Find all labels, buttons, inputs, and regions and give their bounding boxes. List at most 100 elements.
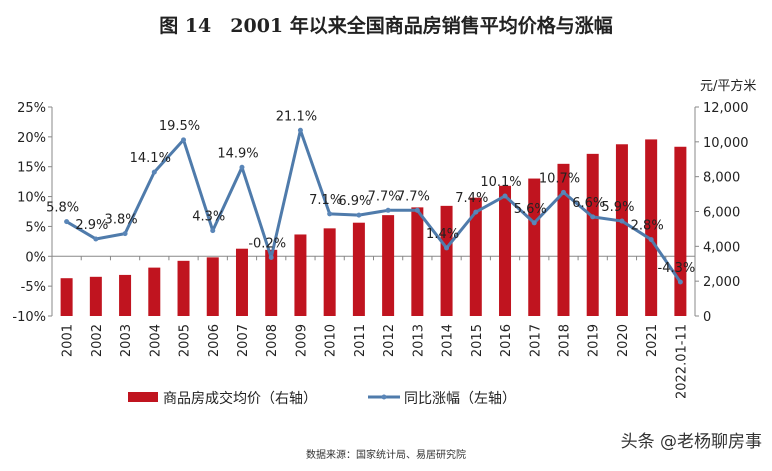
data-label: 5.8% xyxy=(46,201,79,216)
bar xyxy=(528,178,541,316)
legend-line-label: 同比涨幅（左轴） xyxy=(404,391,516,407)
right-tick-label: 6,000 xyxy=(703,206,740,221)
x-tick-label: 2003 xyxy=(119,324,134,357)
left-tick-label: 20% xyxy=(17,131,46,146)
bar xyxy=(645,139,658,316)
left-tick-label: -10% xyxy=(12,310,46,325)
bar xyxy=(499,185,512,316)
line-marker xyxy=(648,237,654,243)
line-marker xyxy=(531,220,537,226)
line-marker xyxy=(239,164,245,170)
data-label: 10.1% xyxy=(480,175,521,190)
line-marker xyxy=(590,214,596,220)
left-tick-label: 5% xyxy=(25,220,46,235)
bar xyxy=(265,249,278,316)
data-label: 5.9% xyxy=(601,200,634,215)
x-tick-label: 2001 xyxy=(61,324,76,357)
right-tick-label: 0 xyxy=(703,310,711,325)
chart-title: 图 14 2001 年以来全国商品房销售平均价格与涨幅 xyxy=(159,14,613,37)
x-tick-label: 2010 xyxy=(324,324,339,357)
x-tick-label: 2016 xyxy=(499,324,514,357)
data-label: 14.1% xyxy=(130,151,171,166)
line-marker xyxy=(268,254,274,260)
line-marker xyxy=(356,212,362,218)
left-tick-label: 15% xyxy=(17,161,46,176)
right-tick-label: 10,000 xyxy=(703,136,749,151)
x-tick-label: 2009 xyxy=(294,324,309,357)
line-marker xyxy=(327,211,333,217)
data-label: 14.9% xyxy=(217,146,258,161)
x-tick-label: 2002 xyxy=(90,324,105,357)
data-label: 6.6% xyxy=(572,196,605,211)
line-marker xyxy=(677,279,683,285)
line-marker xyxy=(385,207,391,213)
x-tick-label: 2006 xyxy=(207,324,222,357)
data-label: 2.8% xyxy=(631,219,664,234)
line-marker xyxy=(414,207,420,213)
bar xyxy=(119,274,132,316)
data-label: -0.2% xyxy=(248,236,286,251)
x-tick-label: 2018 xyxy=(557,324,572,357)
x-tick-label: 2007 xyxy=(236,324,251,357)
bar xyxy=(615,144,628,316)
x-tick-label: 2011 xyxy=(353,324,368,357)
x-tick-label: 2008 xyxy=(265,324,280,357)
data-label: 19.5% xyxy=(159,119,200,134)
data-label: 7.7% xyxy=(397,189,430,204)
bar xyxy=(411,207,424,316)
x-tick-label: 2012 xyxy=(382,324,397,357)
x-tick-label: 2022.01-11 xyxy=(674,324,689,399)
x-tick-label: 2019 xyxy=(587,324,602,357)
line-marker xyxy=(122,231,128,237)
bar xyxy=(586,153,599,316)
x-tick-label: 2021 xyxy=(645,324,660,357)
data-label: 7.1% xyxy=(309,193,342,208)
x-tick-label: 2004 xyxy=(148,324,163,357)
line-marker xyxy=(181,137,187,143)
right-tick-label: 12,000 xyxy=(703,101,749,116)
left-tick-label: 25% xyxy=(17,101,46,116)
data-label: 3.8% xyxy=(105,213,138,228)
line-marker xyxy=(297,127,303,133)
bar xyxy=(148,267,161,316)
right-tick-label: 8,000 xyxy=(703,171,740,186)
line-marker xyxy=(619,218,625,224)
bar xyxy=(557,163,570,316)
right-axis-label: 元/平方米 xyxy=(700,78,756,94)
x-tick-label: 2017 xyxy=(528,324,543,357)
line-marker xyxy=(560,189,566,195)
data-label: 7.4% xyxy=(455,191,488,206)
data-label: 4.3% xyxy=(192,210,225,225)
bar xyxy=(89,276,102,316)
line-marker xyxy=(151,169,157,175)
watermark: 头条 @老杨聊房事 xyxy=(621,432,762,452)
x-tick-label: 2015 xyxy=(470,324,485,357)
line-marker xyxy=(64,219,70,225)
line-marker xyxy=(210,228,216,234)
left-tick-label: 0% xyxy=(25,250,46,265)
left-tick-label: 10% xyxy=(17,191,46,206)
line-marker xyxy=(444,245,450,251)
data-label: 7.7% xyxy=(368,189,401,204)
bar xyxy=(235,248,248,316)
left-tick-label: -5% xyxy=(21,280,46,295)
line-marker xyxy=(502,193,508,199)
bar xyxy=(352,222,365,316)
bar xyxy=(294,234,307,316)
legend-bar-swatch xyxy=(128,392,158,402)
legend-bar-label: 商品房成交均价（右轴） xyxy=(163,390,317,407)
data-label: 10.7% xyxy=(539,171,580,186)
growth-line xyxy=(65,128,682,283)
right-tick-label: 4,000 xyxy=(703,240,740,255)
data-label: 5.6% xyxy=(514,202,547,217)
line-marker xyxy=(473,209,479,215)
data-label: 21.1% xyxy=(276,109,317,124)
x-tick-label: 2020 xyxy=(616,324,631,357)
x-tick-label: 2013 xyxy=(411,324,426,357)
bar xyxy=(323,228,336,316)
bar xyxy=(206,257,219,316)
bar xyxy=(177,260,190,316)
line-marker xyxy=(93,236,99,242)
x-tick-label: 2014 xyxy=(441,324,456,357)
